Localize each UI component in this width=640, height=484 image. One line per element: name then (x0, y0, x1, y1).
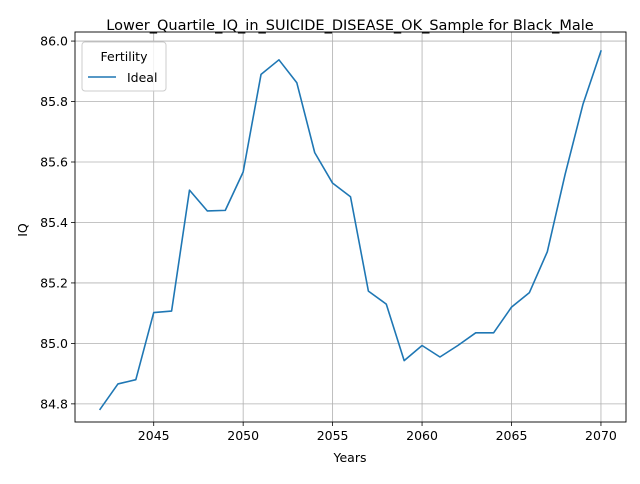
data-point (600, 50, 602, 52)
x-tick-label: 2070 (585, 428, 617, 443)
data-point (153, 311, 155, 313)
legend: Fertility Ideal (81, 41, 167, 92)
data-point (170, 310, 172, 312)
y-axis-label: IQ (15, 223, 30, 237)
data-point (492, 332, 494, 334)
data-point (206, 210, 208, 212)
y-tick-label: 85.6 (40, 155, 68, 170)
x-axis-label: Years (333, 450, 367, 465)
legend-label-ideal: Ideal (127, 70, 157, 85)
data-point (135, 378, 137, 380)
data-point (242, 171, 244, 173)
y-tick-label: 85.0 (40, 336, 68, 351)
data-point (582, 103, 584, 105)
data-point (260, 73, 262, 75)
x-tick-label: 2050 (227, 428, 259, 443)
data-point (421, 344, 423, 346)
series-line-ideal (98, 50, 602, 411)
data-point (528, 291, 530, 293)
data-point (475, 332, 477, 334)
x-tick-label: 2045 (138, 428, 170, 443)
data-point (385, 303, 387, 305)
legend-box (81, 41, 167, 92)
data-point (331, 182, 333, 184)
data-point (314, 151, 316, 153)
plot-frame (74, 31, 627, 423)
y-tick-label: 84.8 (40, 396, 68, 411)
y-tick-label: 85.2 (40, 275, 68, 290)
x-axis: 2045 2050 2055 2060 2065 2070 (138, 422, 617, 443)
data-point (278, 59, 280, 61)
data-point (457, 344, 459, 346)
data-point (439, 356, 441, 358)
series-layer (98, 50, 602, 411)
y-tick-label: 85.8 (40, 94, 68, 109)
data-point (188, 189, 190, 191)
data-point (349, 196, 351, 198)
grid-lines (75, 32, 626, 422)
data-point (546, 251, 548, 253)
chart-title: Lower_Quartile_IQ_in_SUICIDE_DISEASE_OK_… (106, 18, 593, 34)
data-point (117, 383, 119, 385)
data-point (564, 173, 566, 175)
x-tick-label: 2055 (317, 428, 349, 443)
data-point (403, 359, 405, 361)
legend-title: Fertility (101, 49, 149, 64)
data-point (296, 82, 298, 84)
x-tick-label: 2060 (406, 428, 438, 443)
y-tick-label: 85.4 (40, 215, 68, 230)
data-point (224, 209, 226, 211)
y-axis: 84.8 85.0 85.2 85.4 85.6 85.8 86.0 (40, 34, 75, 411)
data-point (99, 408, 101, 410)
data-point (367, 290, 369, 292)
x-tick-label: 2065 (496, 428, 528, 443)
data-point (510, 306, 512, 308)
y-tick-label: 86.0 (40, 34, 68, 49)
